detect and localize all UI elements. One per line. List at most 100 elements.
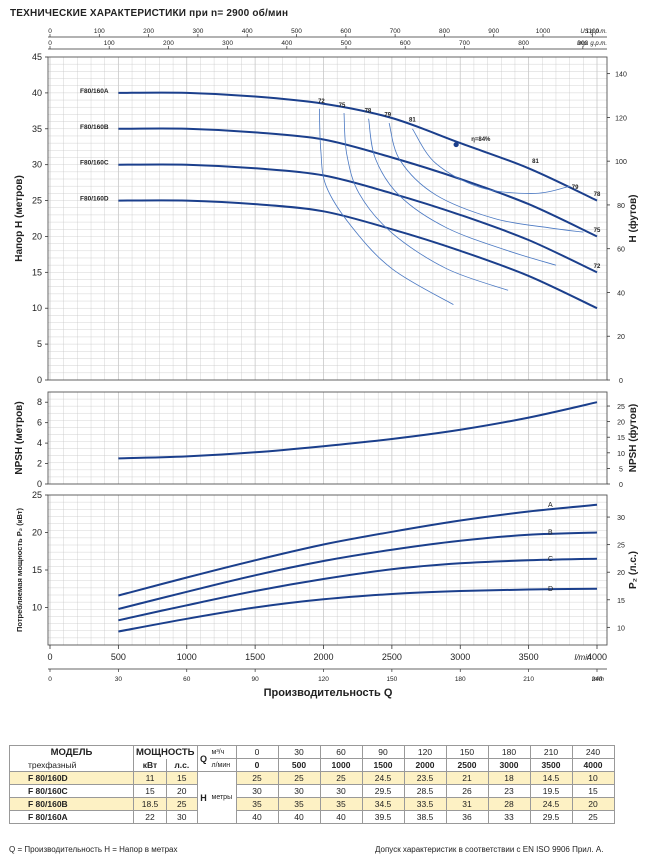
chart-panel-npsh [45,391,610,485]
top-axis-unit: US g.p.m. [580,29,607,35]
head-cell: 35 [319,797,363,811]
y-tick-label: 25 [32,196,42,206]
y-tick-label: 0 [37,375,42,385]
top-axis-tick-label: 700 [459,40,470,47]
efficiency-label: 78 [594,192,601,198]
y-axis-title: Напор Н (метров) [14,175,25,262]
head-cell: 30 [277,784,321,798]
y-tick-label: 10 [32,303,42,313]
kw-header: кВт [132,758,168,772]
top-axis-unit: Imp. g.p.m. [577,41,607,47]
y-tick-label: 8 [37,397,42,407]
y2-tick-label: 20 [617,334,625,341]
h-unit: метры [209,771,237,824]
y-tick-label: 2 [37,459,42,469]
head-cell: 15 [571,784,615,798]
y-tick-label: 0 [37,479,42,489]
head-cell: 20 [571,797,615,811]
head-cell: 29.5 [361,784,405,798]
series-label: F80/160B [80,124,109,131]
y-tick-label: 10 [32,603,42,613]
x2-tick-label: 150 [386,676,397,683]
efficiency-label: 72 [594,264,601,270]
x-tick-label: 1000 [177,652,197,662]
head-cell: 31 [445,797,489,811]
lmin-unit: л/мин [209,758,237,772]
head-cell: 25 [571,810,615,824]
q-m3h-5: 150 [445,745,489,759]
series-label: F80/160C [80,160,109,167]
head-cell: 10 [571,771,615,785]
row-kw: 18.5 [132,797,168,811]
x-tick-label: 2000 [313,652,333,662]
y2-tick-label: 25 [617,404,625,411]
footer-legend: Q = Производительность H = Напор в метра… [9,845,178,854]
q-m3h-2: 60 [319,745,363,759]
efficiency-curve [319,108,454,305]
q-m3h-7: 210 [529,745,573,759]
efficiency-label: 72 [318,99,325,105]
head-cell: 40 [319,810,363,824]
model-subheader: трехфазный [9,758,134,772]
y2-tick-label: 5 [619,466,623,473]
efficiency-curve [343,112,509,291]
y-axis-title: NPSH (метров) [14,401,25,474]
power-header: МОЩНОСТЬ [133,745,198,759]
y-tick-label: 30 [32,160,42,170]
y-tick-label: 35 [32,124,42,134]
series-label: C [548,556,553,563]
x2-tick-label: 180 [455,676,466,683]
series-line [118,127,598,238]
footer-tolerance-note: Допуск характеристик в соответствии с EN… [375,845,604,854]
head-cell: 26 [445,784,489,798]
row-kw: 11 [132,771,168,785]
row-hp: 20 [166,784,198,798]
efficiency-label: η=84% [471,137,491,143]
row-kw: 22 [132,810,168,824]
chart-panel-head [45,56,610,381]
y2-tick-label: 40 [617,290,625,297]
q-lmin-8: 4000 [571,758,615,772]
y2-tick-label: 20 [617,420,625,427]
y2-tick-label: 25 [617,543,625,550]
top-axis-tick-label: 400 [281,40,292,47]
chart-panel-power [45,494,610,646]
top-axis-tick-label: 700 [390,28,401,35]
q-m3h-4: 120 [403,745,447,759]
efficiency-label: 75 [594,228,601,234]
y2-tick-label: 0 [619,482,623,489]
x-tick-label: 3500 [519,652,539,662]
y2-tick-label: 60 [617,247,625,254]
q-m3h-6: 180 [487,745,531,759]
series-line [118,401,598,460]
series-label: F80/160D [80,196,109,203]
plot-frame [47,56,608,381]
head-cell: 34.5 [361,797,405,811]
top-axis-tick-label: 200 [163,40,174,47]
q-m3h-0: 0 [235,745,279,759]
head-cell: 33.5 [403,797,447,811]
q-lmin-7: 3500 [529,758,573,772]
row-hp: 30 [166,810,198,824]
x-tick-label: 500 [111,652,126,662]
y2-axis-title: NPSH (футов) [627,404,639,473]
x-axis-title: Производительность Q [264,687,393,699]
top-axis-tick-label: 0 [48,40,52,47]
head-cell: 40 [235,810,279,824]
series-line [118,531,598,610]
top-axis-tick-label: 100 [104,40,115,47]
top-axis-tick-label: 300 [192,28,203,35]
row-model: F 80/160A [9,810,134,824]
head-cell: 40 [277,810,321,824]
top-axis-tick-label: 1100 [585,28,599,35]
head-cell: 28 [487,797,531,811]
q-lmin-2: 1000 [319,758,363,772]
head-cell: 24.5 [529,797,573,811]
top-axis-tick-label: 800 [439,28,450,35]
h-symbol: Н [196,771,210,824]
top-axis-tick-label: 400 [242,28,253,35]
q-lmin-4: 2000 [403,758,447,772]
series-line [118,587,598,633]
top-axis-tick-label: 900 [577,40,588,47]
x2-tick-label: 30 [115,676,123,683]
